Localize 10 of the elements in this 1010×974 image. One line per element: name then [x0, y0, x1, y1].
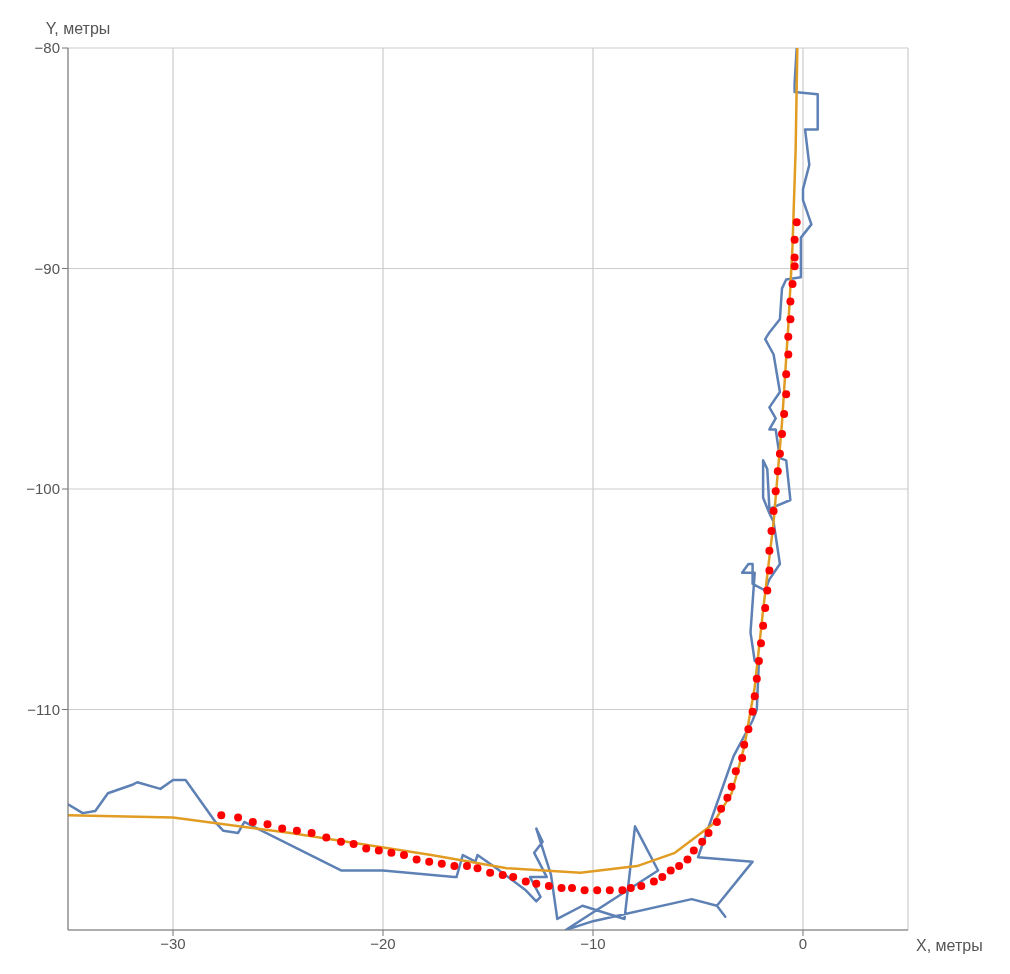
x-axis-title: X, метры	[916, 936, 983, 954]
y-tick-label: −90	[34, 259, 60, 277]
y-tick-label: −110	[27, 700, 60, 718]
y-tick-label: −80	[34, 39, 60, 57]
x-tick-label: −10	[580, 934, 606, 952]
x-tick-label: 0	[798, 934, 808, 952]
y-tick-label: −100	[26, 480, 60, 498]
y-axis-title: Y, метры	[45, 20, 111, 37]
x-tick-label: −20	[370, 934, 396, 952]
x-tick-label: −30	[160, 934, 186, 952]
